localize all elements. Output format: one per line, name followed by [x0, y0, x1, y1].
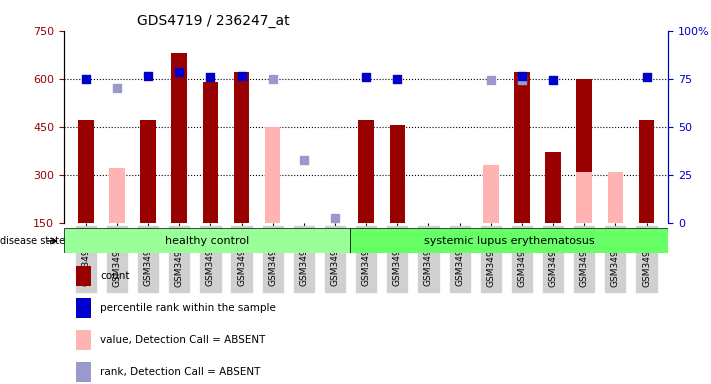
- Text: count: count: [100, 271, 129, 281]
- Point: [111, 85, 122, 91]
- Bar: [76, 330, 91, 349]
- Bar: [64, 228, 351, 253]
- Text: systemic lupus erythematosus: systemic lupus erythematosus: [424, 236, 594, 246]
- Point: [485, 77, 496, 83]
- Point: [205, 74, 216, 80]
- Point: [641, 74, 652, 80]
- Bar: [577, 79, 592, 223]
- Bar: [76, 266, 91, 286]
- Bar: [608, 172, 623, 223]
- Point: [516, 73, 528, 79]
- Bar: [171, 53, 187, 223]
- Bar: [483, 165, 498, 223]
- Point: [173, 69, 185, 75]
- Text: percentile rank within the sample: percentile rank within the sample: [100, 303, 276, 313]
- Bar: [265, 127, 281, 223]
- Point: [267, 76, 279, 82]
- Text: rank, Detection Call = ABSENT: rank, Detection Call = ABSENT: [100, 367, 261, 377]
- Bar: [234, 72, 250, 223]
- Bar: [203, 82, 218, 223]
- Point: [329, 215, 341, 221]
- Bar: [638, 120, 654, 223]
- Point: [547, 77, 559, 83]
- Text: disease state: disease state: [0, 236, 65, 246]
- Text: GDS4719 / 236247_at: GDS4719 / 236247_at: [137, 14, 289, 28]
- Bar: [140, 120, 156, 223]
- Bar: [358, 120, 374, 223]
- Bar: [390, 125, 405, 223]
- Bar: [78, 120, 94, 223]
- Bar: [109, 168, 124, 223]
- Point: [392, 76, 403, 82]
- Bar: [577, 172, 592, 223]
- Bar: [483, 165, 498, 223]
- Point: [142, 73, 154, 79]
- Point: [236, 73, 247, 79]
- Bar: [265, 127, 281, 223]
- Point: [516, 77, 528, 83]
- Bar: [76, 298, 91, 318]
- Bar: [545, 152, 561, 223]
- Point: [360, 74, 372, 80]
- Text: value, Detection Call = ABSENT: value, Detection Call = ABSENT: [100, 335, 266, 345]
- Text: healthy control: healthy control: [165, 236, 250, 246]
- Bar: [351, 228, 668, 253]
- Point: [298, 157, 309, 164]
- Bar: [109, 168, 124, 223]
- Bar: [608, 172, 623, 223]
- Bar: [514, 72, 530, 223]
- Point: [80, 76, 92, 82]
- Bar: [76, 362, 91, 382]
